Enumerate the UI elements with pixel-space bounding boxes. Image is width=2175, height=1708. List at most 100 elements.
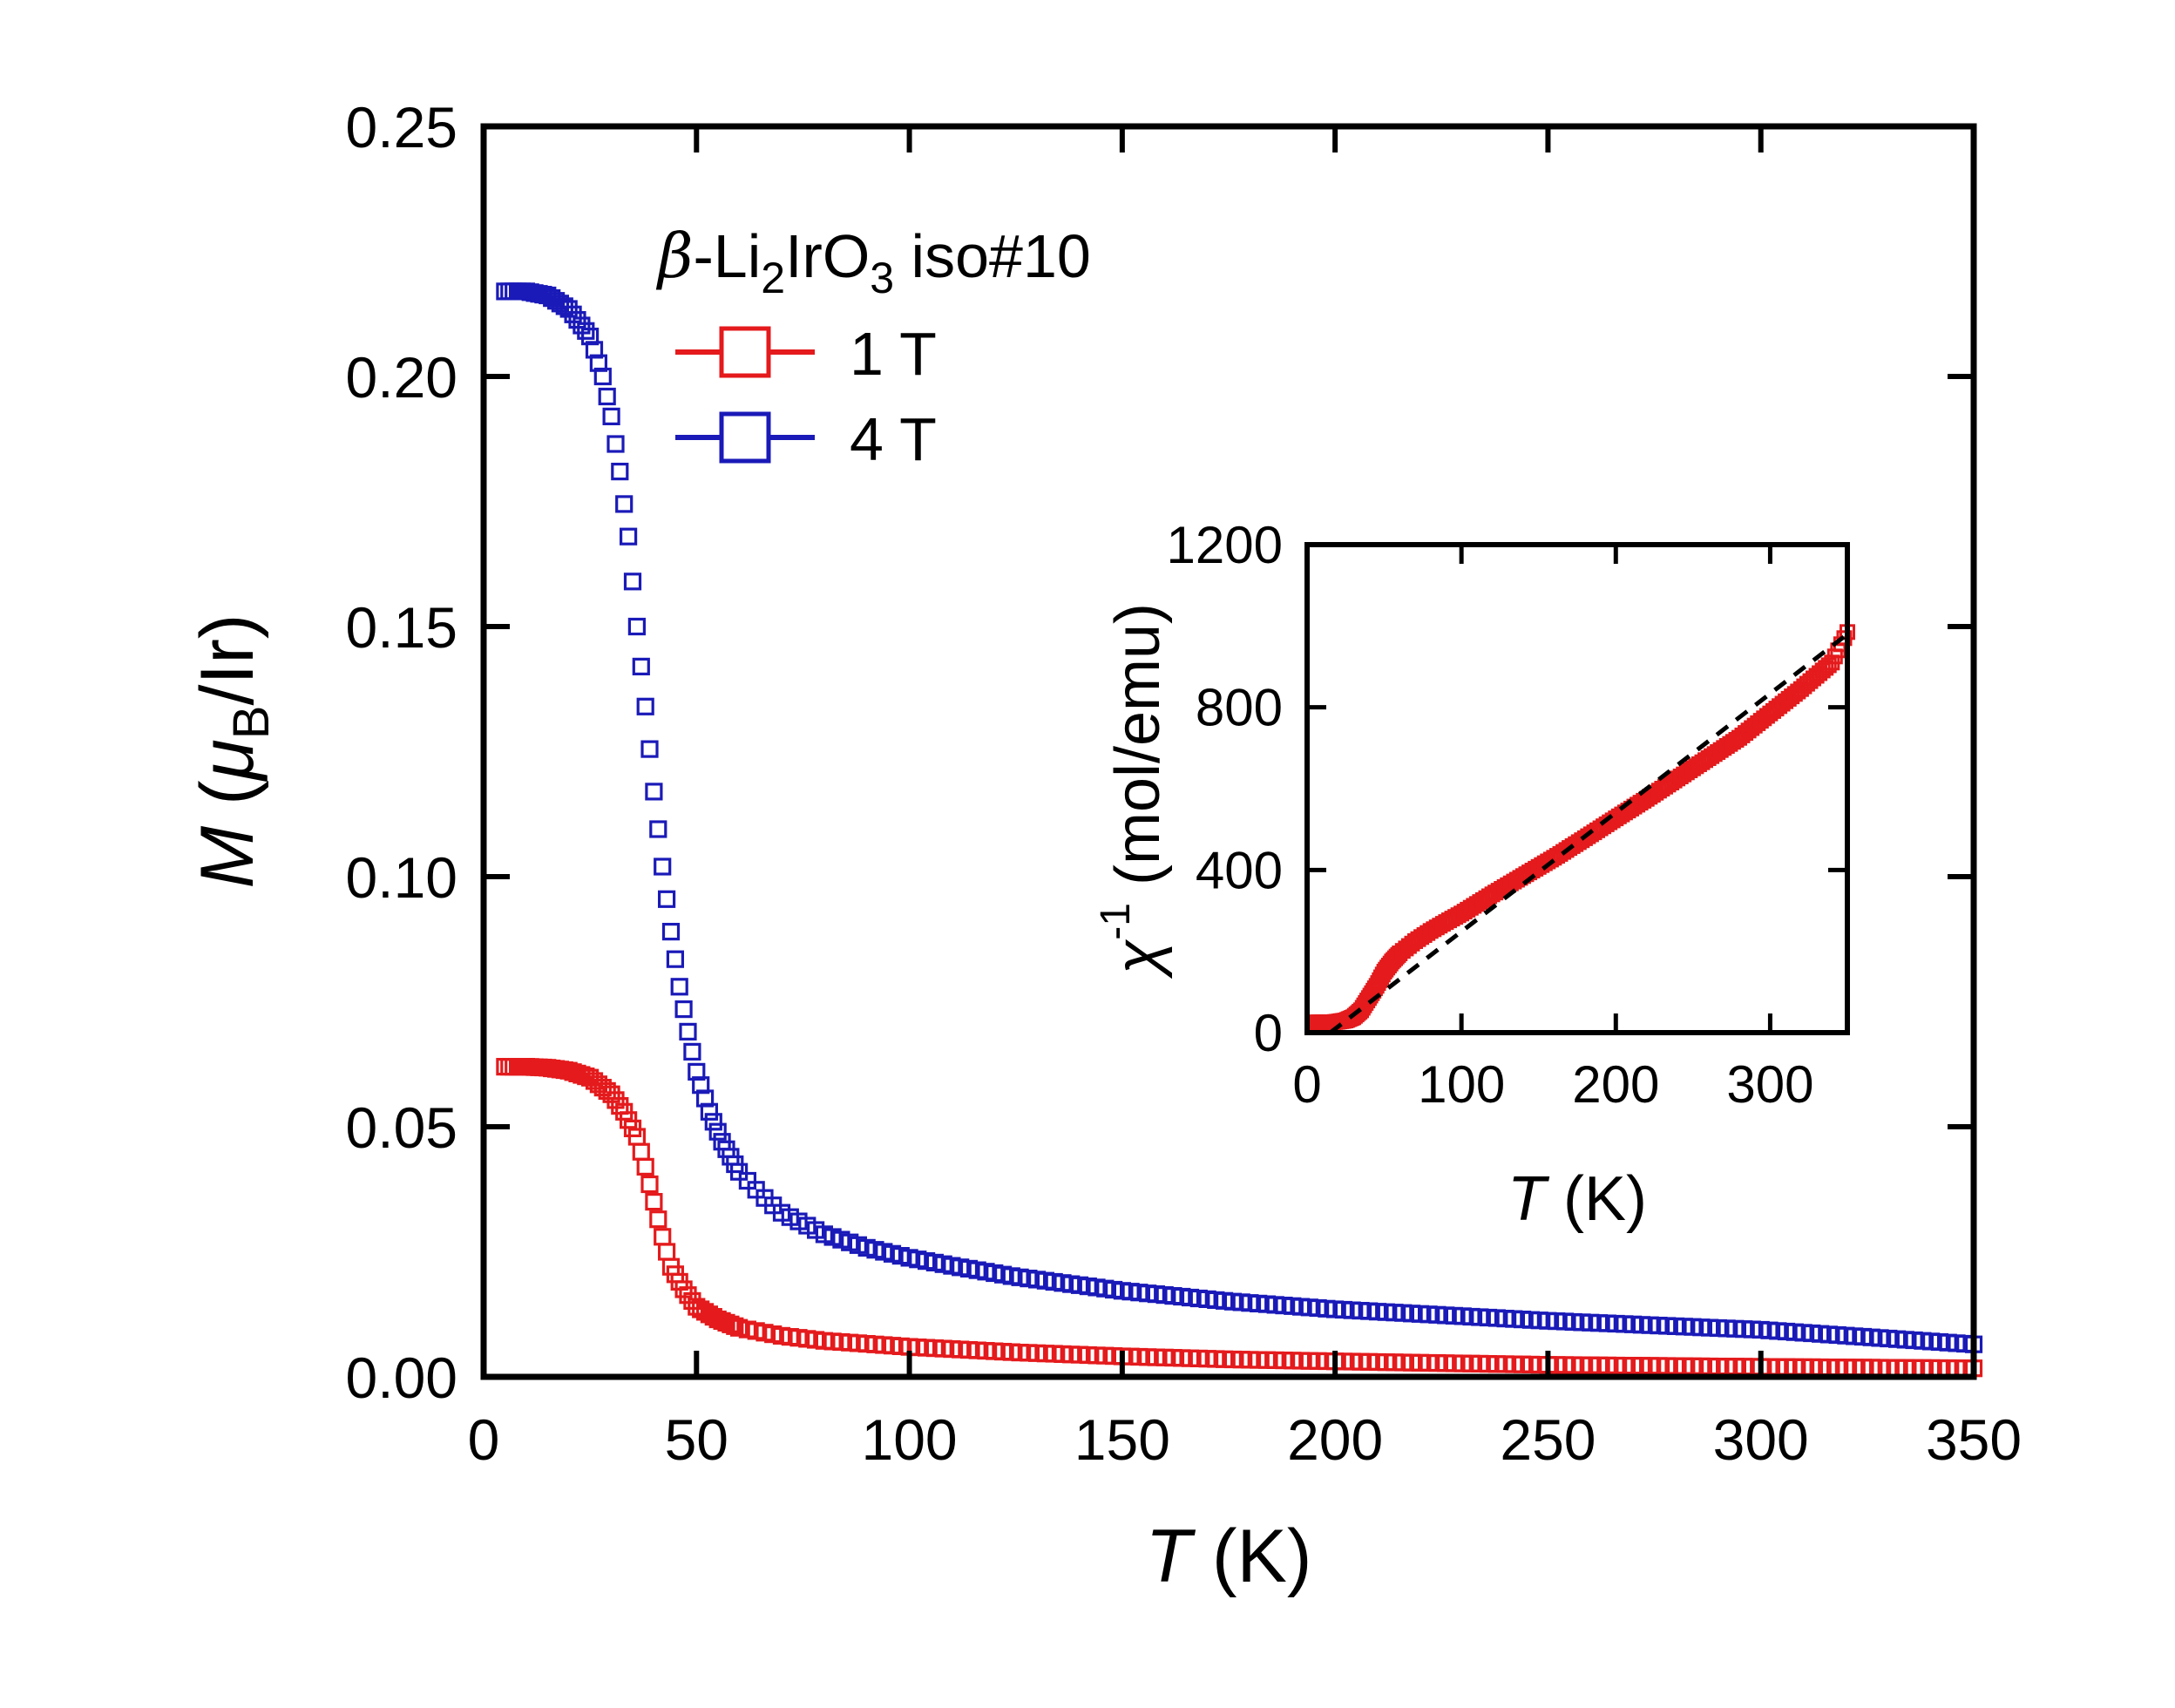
main-x-axis-label: T (K) (1145, 1515, 1311, 1598)
inset-y-axis-sup: -1 (1093, 903, 1139, 940)
inset-y-axis-var: χ (1103, 939, 1173, 979)
legend-title: β-Li2IrO3 iso#10 (655, 220, 1091, 302)
main-plot-frame (480, 123, 1977, 1380)
main-marker-series-1 (606, 435, 625, 453)
legend-title-mid: IrO (785, 222, 870, 290)
inset-plot: 0 100 200 300 0 400 800 1200 T (K) χ-1 (mol/emu… (1093, 516, 1855, 1234)
main-x-tick-label: 100 (862, 1407, 958, 1472)
main-marker-series-1 (619, 527, 638, 546)
main-y-axis-open: ( (186, 780, 269, 826)
main-marker-series-1 (640, 740, 659, 758)
main-marker-series-1 (645, 783, 663, 801)
main-x-axis-var: T (1145, 1515, 1196, 1598)
main-marker-series-0 (654, 1228, 672, 1246)
main-marker-series-1 (598, 387, 616, 406)
main-y-tick-label: 0.20 (346, 345, 457, 410)
main-y-tick-label: 0.10 (346, 845, 457, 910)
main-x-tick-label: 250 (1500, 1407, 1596, 1472)
main-y-axis-var: M (186, 826, 269, 889)
main-marker-series-1 (589, 354, 608, 372)
main-y-tick-label: 0.00 (346, 1345, 457, 1410)
main-marker-series-1 (666, 950, 685, 968)
inset-y-tick-label: 400 (1196, 841, 1283, 899)
legend-label-1t: 1 T (850, 320, 937, 388)
main-marker-series-1 (632, 657, 650, 676)
main-marker-series-1 (585, 341, 604, 359)
main-ticks: 0 50 100 150 200 250 300 3500.000.050.100.150.2… (346, 95, 2023, 1472)
main-marker-series-1 (674, 1000, 693, 1019)
main-x-tick-label: 50 (665, 1407, 728, 1472)
legend-title-suffix: iso#10 (894, 222, 1091, 290)
main-marker-series-0 (640, 1175, 659, 1194)
inset-y-tick-label: 0 (1254, 1004, 1283, 1062)
main-marker-series-1 (602, 407, 620, 425)
legend-entry-1t: 1 T (675, 320, 937, 388)
main-marker-series-1 (704, 1113, 722, 1131)
main-marker-series-1 (708, 1122, 727, 1141)
legend-marker-4t (719, 411, 771, 464)
main-marker-series-0 (657, 1243, 676, 1261)
main-y-tick-label: 0.15 (346, 595, 457, 660)
main-marker-series-1 (654, 857, 672, 876)
inset-x-axis-unit: (K) (1546, 1164, 1647, 1234)
main-x-axis-unit: (K) (1191, 1515, 1312, 1598)
main-marker-series-0 (726, 1317, 744, 1335)
legend-title-sub1: 2 (761, 254, 785, 302)
fit-line (1329, 632, 1849, 1034)
main-plot: 0 50 100 150 200 250 300 3500.000.050.100.150.2… (186, 95, 2022, 1598)
main-y-axis-unit: /Ir) (186, 613, 269, 705)
main-marker-series-1 (657, 890, 676, 908)
main-marker-series-1 (577, 322, 595, 340)
main-y-tick-label: 0.05 (346, 1095, 457, 1160)
main-x-tick-label: 200 (1287, 1407, 1383, 1472)
main-marker-series-0 (645, 1192, 663, 1211)
inset-y-tick-label: 1200 (1167, 516, 1283, 574)
main-marker-series-1 (593, 367, 612, 386)
main-marker-series-1 (580, 328, 600, 346)
legend-entry-4t: 4 T (675, 405, 937, 473)
main-marker-series-1 (670, 978, 688, 996)
main-marker-series-1 (627, 617, 647, 636)
inset-y-axis-unit: (mol/emu) (1103, 603, 1173, 903)
main-x-tick-label: 300 (1713, 1407, 1809, 1472)
inset-x-axis-var: T (1508, 1164, 1550, 1234)
legend-title-beta: β (655, 220, 693, 292)
inset-x-tick-label: 200 (1572, 1055, 1659, 1114)
main-marker-series-1 (683, 1042, 701, 1061)
inset-x-tick-label: 100 (1418, 1055, 1505, 1114)
main-marker-series-1 (611, 462, 629, 481)
main-marker-series-1 (688, 1062, 706, 1081)
main-marker-series-1 (692, 1076, 710, 1095)
main-marker-series-1 (679, 1022, 697, 1041)
inset-x-tick-label: 0 (1292, 1055, 1321, 1114)
main-marker-series-1 (623, 573, 642, 591)
inset-y-tick-label: 800 (1196, 679, 1283, 737)
main-marker-series-1 (661, 922, 681, 941)
main-marker-series-0 (632, 1142, 650, 1161)
main-y-axis-mu: μ (186, 739, 269, 782)
main-marker-series-1 (700, 1102, 719, 1121)
legend-label-4t: 4 T (850, 405, 937, 473)
main-marker-series-1 (649, 820, 667, 838)
main-y-tick-label: 0.25 (346, 95, 457, 159)
legend-title-compound: -Li (693, 222, 761, 290)
main-marker-series-0 (649, 1210, 667, 1229)
main-x-tick-label: 350 (1926, 1407, 2022, 1472)
legend: β-Li2IrO3 iso#10 1 T 4 T (655, 220, 1091, 473)
main-y-axis-sub: B (223, 706, 280, 740)
legend-marker-1t (719, 326, 771, 378)
inset-x-axis-label: T (K) (1508, 1164, 1647, 1234)
main-marker-series-0 (636, 1157, 654, 1176)
inset-ticks: 0 100 200 300 0 400 800 1200 (1167, 516, 1847, 1114)
legend-title-sub2: 3 (870, 254, 894, 302)
main-y-axis-label: M (μB/Ir) (186, 613, 280, 888)
main-marker-series-1 (636, 697, 654, 715)
inset-x-tick-label: 300 (1726, 1055, 1813, 1114)
inset-plot-frame (1304, 542, 1850, 1035)
main-x-tick-label: 150 (1074, 1407, 1170, 1472)
inset-markers (1306, 624, 1855, 1034)
inset-y-axis-label: χ-1 (mol/emu) (1093, 603, 1173, 979)
main-x-tick-label: 0 (468, 1407, 500, 1472)
main-marker-series-1 (615, 495, 634, 513)
